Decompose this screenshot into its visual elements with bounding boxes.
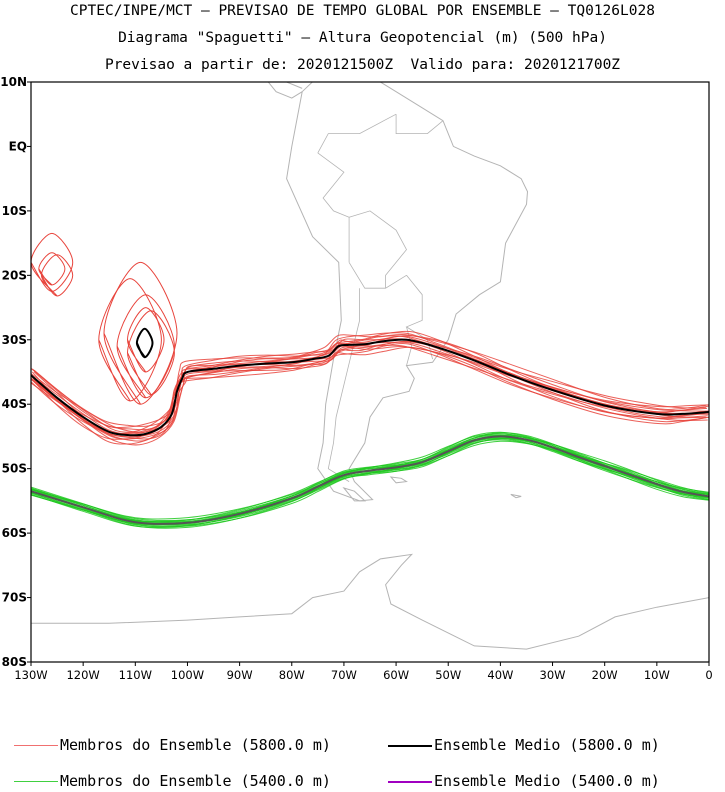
ensemble-member-line (31, 436, 709, 526)
ensemble-member-line (31, 434, 709, 523)
lon-tick-label: 80W (279, 668, 305, 682)
ensemble-member-closed-contour (126, 307, 165, 373)
lon-tick-label: 40W (487, 668, 513, 682)
lat-tick-label: 10N (0, 75, 27, 89)
legend-label: Ensemble Medio (5400.0 m) (434, 772, 660, 790)
ensemble-member-closed-contour (38, 252, 66, 286)
ensemble-member-line (31, 438, 709, 529)
ensemble-member-line (31, 432, 709, 523)
ensemble-member-closed-contour (116, 294, 175, 399)
country-border (348, 210, 407, 289)
legend-item-mean-5400: Ensemble Medio (5400.0 m) (388, 772, 660, 790)
ensemble-member-line (31, 332, 707, 429)
country-border (317, 113, 397, 154)
antarctic-peninsula (31, 553, 709, 650)
legend-item-members-5800: Membros do Ensemble (5800.0 m) (14, 736, 331, 754)
lat-tick-label: 60S (2, 526, 27, 540)
legend-label: Ensemble Medio (5800.0 m) (434, 736, 660, 754)
ensemble-member-line (31, 433, 709, 520)
lat-tick-label: 20S (2, 268, 27, 282)
ensemble-member-line (31, 431, 709, 523)
ensemble-member-line (33, 333, 707, 427)
country-border (327, 288, 361, 482)
latitude-axis: 10N EQ 10S 20S 30S 40S 50S 60S 70S 80S (0, 75, 31, 669)
title-line-2: Diagrama "Spaguetti" – Altura Geopotenci… (118, 30, 607, 46)
ensemble-member-closed-contour (103, 261, 178, 405)
south-georgia (510, 493, 522, 499)
tierra-del-fuego (342, 487, 367, 502)
lon-tick-label: 30W (540, 668, 566, 682)
lon-tick-label: 20W (592, 668, 618, 682)
ensemble-mean-closed-contour (135, 327, 154, 359)
ensemble-mean-5400-line (31, 435, 709, 525)
ensemble-member-line (31, 435, 709, 527)
lat-tick-label: EQ (9, 139, 27, 153)
legend-item-mean-5800: Ensemble Medio (5800.0 m) (388, 736, 660, 754)
ensemble-members (31, 232, 709, 529)
lon-tick-label: 60W (383, 668, 409, 682)
ensemble-member-line (31, 434, 709, 522)
ensemble-member-line (31, 437, 709, 526)
lat-tick-label: 80S (2, 655, 27, 669)
caribbean-coast (285, 82, 303, 89)
ensemble-member-closed-contour (40, 254, 74, 297)
lat-tick-label: 70S (2, 591, 27, 605)
lon-tick-label: 110W (119, 668, 152, 682)
ensemble-member-line (31, 433, 709, 525)
ensemble-member-line (31, 440, 709, 528)
legend-label: Membros do Ensemble (5400.0 m) (60, 772, 331, 790)
longitude-axis: 130W 120W 110W 100W 90W 80W 70W 60W 50W 40W 30W 20W… (14, 662, 713, 682)
legend-swatch-purple (388, 780, 432, 783)
ensemble-mean-5800-line (31, 338, 709, 437)
title-line-1: CPTEC/INPE/MCT – PREVISAO DE TEMPO GLOBA… (70, 3, 655, 19)
falklands (389, 476, 408, 484)
lon-tick-label: 0 (705, 668, 712, 682)
coastlines (31, 82, 709, 650)
legend-label: Membros do Ensemble (5800.0 m) (60, 736, 331, 754)
country-border (317, 152, 350, 263)
ensemble-member-closed-contour (126, 310, 175, 396)
ensemble-member-line (31, 437, 709, 529)
legend-item-members-5400: Membros do Ensemble (5400.0 m) (14, 772, 331, 790)
legend-swatch-green (14, 781, 58, 782)
country-border (406, 326, 413, 366)
lat-tick-label: 30S (2, 333, 27, 347)
title-line-3: Previsao a partir de: 2020121500Z Valido… (104, 57, 621, 73)
lat-tick-label: 40S (2, 397, 27, 411)
ensemble-member-line (31, 330, 709, 433)
plot-frame (30, 81, 710, 663)
country-border (395, 114, 444, 135)
ensemble-means (31, 327, 709, 525)
lon-tick-label: 10W (644, 668, 670, 682)
south-america-outline (286, 82, 529, 502)
ensemble-member-line (31, 437, 709, 524)
legend-swatch-red (14, 745, 58, 746)
lat-tick-label: 50S (2, 462, 27, 476)
ensemble-member-line (33, 344, 708, 440)
ensemble-member-line (31, 341, 709, 442)
central-america-outline (31, 82, 303, 99)
ensemble-member-closed-contour (98, 278, 162, 402)
country-border (405, 275, 433, 360)
ensemble-member-line (31, 435, 709, 525)
lon-tick-label: 70W (331, 668, 357, 682)
lat-tick-label: 10S (2, 204, 27, 218)
legend-swatch-black (388, 744, 432, 747)
lon-tick-label: 50W (435, 668, 461, 682)
lon-tick-label: 130W (14, 668, 47, 682)
lon-tick-label: 100W (171, 668, 204, 682)
lon-tick-label: 120W (66, 668, 99, 682)
lon-tick-label: 90W (227, 668, 253, 682)
country-border (348, 262, 407, 289)
ensemble-member-line (31, 439, 709, 526)
